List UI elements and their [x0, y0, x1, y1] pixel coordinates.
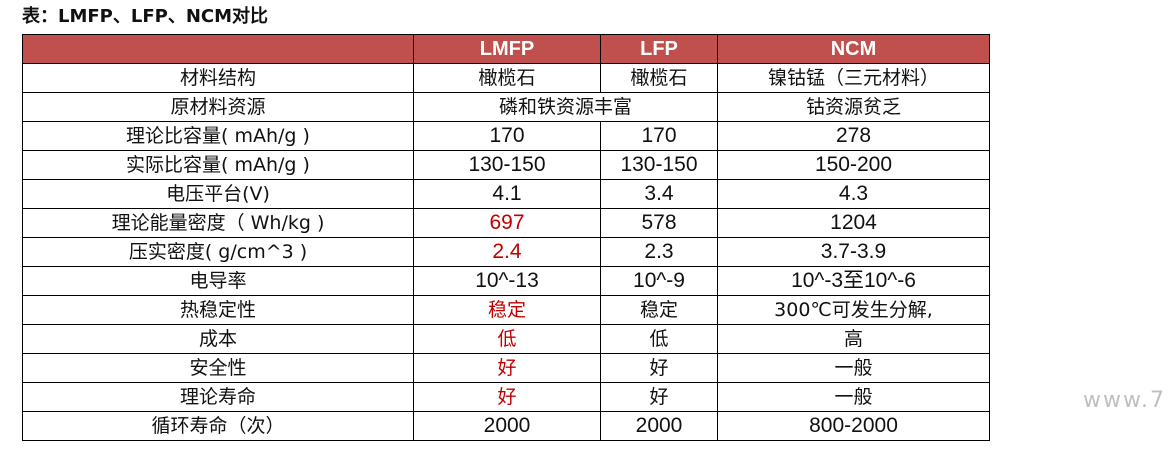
- cell-lfp: 低: [600, 324, 718, 354]
- row-label: 理论比容量( mAh/g ): [22, 121, 414, 151]
- cell-ncm: 高: [717, 324, 990, 354]
- cell-lfp: 578: [600, 208, 718, 238]
- table-row: 电导率 10^-13 10^-9 10^-3至10^-6: [22, 266, 990, 296]
- row-label: 循环寿命（次）: [22, 411, 414, 441]
- row-label: 实际比容量( mAh/g ): [22, 150, 414, 180]
- table-row: 原材料资源 磷和铁资源丰富 钴资源贫乏: [22, 92, 990, 122]
- cell-ncm: 10^-3至10^-6: [717, 266, 990, 296]
- cell-lfp: 10^-9: [600, 266, 718, 296]
- table-row: 实际比容量( mAh/g ) 130-150 130-150 150-200: [22, 150, 990, 180]
- table-row: 理论寿命 好 好 一般: [22, 382, 990, 412]
- cell-lmfp: 130-150: [413, 150, 601, 180]
- cell-lmfp-lfp-merged: 磷和铁资源丰富: [413, 92, 718, 122]
- row-label: 成本: [22, 324, 414, 354]
- cell-lfp: 130-150: [600, 150, 718, 180]
- cell-lmfp: 橄榄石: [413, 63, 601, 93]
- cell-lmfp: 好: [413, 353, 601, 383]
- table-row: 安全性 好 好 一般: [22, 353, 990, 383]
- table-row: 理论能量密度（ Wh/kg ) 697 578 1204: [22, 208, 990, 238]
- cell-lfp: 好: [600, 353, 718, 383]
- table-header-row: LMFP LFP NCM: [22, 34, 990, 64]
- row-label: 安全性: [22, 353, 414, 383]
- table-row: 材料结构 橄榄石 橄榄石 镍钴锰（三元材料）: [22, 63, 990, 93]
- table-row: 热稳定性 稳定 稳定 300℃可发生分解,: [22, 295, 990, 325]
- cell-lfp: 2000: [600, 411, 718, 441]
- cell-lmfp: 稳定: [413, 295, 601, 325]
- table-row: 压实密度( g/cm^3 ) 2.4 2.3 3.7-3.9: [22, 237, 990, 267]
- cell-lfp: 170: [600, 121, 718, 151]
- cell-lmfp: 低: [413, 324, 601, 354]
- cell-lmfp: 10^-13: [413, 266, 601, 296]
- row-label: 理论寿命: [22, 382, 414, 412]
- cell-ncm: 150-200: [717, 150, 990, 180]
- cell-ncm: 278: [717, 121, 990, 151]
- cell-ncm: 一般: [717, 353, 990, 383]
- table-row: 电压平台(V) 4.1 3.4 4.3: [22, 179, 990, 209]
- header-lmfp: LMFP: [413, 34, 601, 64]
- cell-ncm: 一般: [717, 382, 990, 412]
- cell-lmfp: 697: [413, 208, 601, 238]
- cell-lfp: 稳定: [600, 295, 718, 325]
- cell-ncm: 1204: [717, 208, 990, 238]
- header-blank: [22, 34, 414, 64]
- cell-lmfp: 好: [413, 382, 601, 412]
- row-label: 原材料资源: [22, 92, 414, 122]
- table-caption: 表：LMFP、LFP、NCM对比: [22, 6, 269, 27]
- row-label: 热稳定性: [22, 295, 414, 325]
- cell-lmfp: 170: [413, 121, 601, 151]
- cell-ncm: 800-2000: [717, 411, 990, 441]
- row-label: 电导率: [22, 266, 414, 296]
- cell-ncm: 300℃可发生分解,: [717, 295, 990, 325]
- cell-lfp: 橄榄石: [600, 63, 718, 93]
- header-lfp: LFP: [600, 34, 718, 64]
- table-row: 成本 低 低 高: [22, 324, 990, 354]
- row-label: 材料结构: [22, 63, 414, 93]
- row-label: 理论能量密度（ Wh/kg ): [22, 208, 414, 238]
- cell-ncm: 钴资源贫乏: [717, 92, 990, 122]
- cell-ncm: 镍钴锰（三元材料）: [717, 63, 990, 93]
- cell-ncm: 3.7-3.9: [717, 237, 990, 267]
- row-label: 电压平台(V): [22, 179, 414, 209]
- cell-lmfp: 2.4: [413, 237, 601, 267]
- comparison-table: LMFP LFP NCM 材料结构 橄榄石 橄榄石 镍钴锰（三元材料） 原材料资…: [22, 34, 990, 441]
- table-row: 循环寿命（次） 2000 2000 800-2000: [22, 411, 990, 441]
- cell-lfp: 好: [600, 382, 718, 412]
- cell-lmfp: 4.1: [413, 179, 601, 209]
- cell-lmfp: 2000: [413, 411, 601, 441]
- table-row: 理论比容量( mAh/g ) 170 170 278: [22, 121, 990, 151]
- row-label: 压实密度( g/cm^3 ): [22, 237, 414, 267]
- watermark-text: www.7: [1083, 388, 1166, 413]
- cell-lfp: 2.3: [600, 237, 718, 267]
- cell-ncm: 4.3: [717, 179, 990, 209]
- header-ncm: NCM: [717, 34, 990, 64]
- cell-lfp: 3.4: [600, 179, 718, 209]
